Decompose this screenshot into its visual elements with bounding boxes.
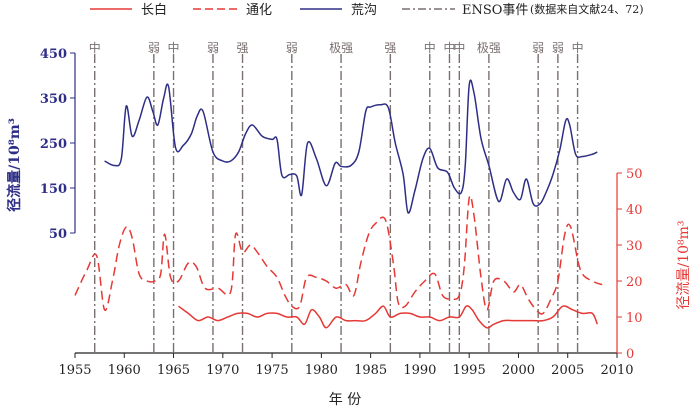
x-tick-label-8: 1995 xyxy=(453,363,486,378)
legend-label-enso: ENSO事件 xyxy=(462,3,528,18)
enso-layer: 中弱中弱强弱极强强中中中 极强弱弱中 xyxy=(89,40,584,353)
x-tick-label-0: 1955 xyxy=(58,363,91,378)
series-huanggou xyxy=(104,79,598,214)
enso-label-13: 弱 xyxy=(552,41,564,55)
left-tick-label-2: 250 xyxy=(40,137,67,152)
x-tick-label-5: 1980 xyxy=(305,363,338,378)
right-tick-label-1: 10 xyxy=(626,311,643,326)
enso-label-2: 中 xyxy=(168,40,180,55)
legend-label-tonghua: 通化 xyxy=(246,3,272,18)
enso-label-5: 弱 xyxy=(286,41,298,55)
x-tick-label-11: 2010 xyxy=(600,363,633,378)
x-tick-label-1: 1960 xyxy=(108,363,141,378)
enso-label-1: 弱 xyxy=(148,41,160,55)
legend-label-changbai: 长白 xyxy=(141,2,167,18)
left-tick-label-0: 50 xyxy=(49,227,67,242)
right-tick-label-5: 50 xyxy=(626,167,643,182)
enso-label-12: 弱 xyxy=(532,41,544,55)
enso-label-14: 中 xyxy=(572,40,584,55)
x-axis-title: 年 份 xyxy=(329,392,361,408)
x-tick-label-6: 1985 xyxy=(354,363,387,378)
left-tick-label-3: 350 xyxy=(40,92,67,107)
x-tick-label-3: 1970 xyxy=(206,363,239,378)
axes-layer: 1955 1960 1965 1970 1975 1980 1985 1990 1995 2000… xyxy=(40,47,643,378)
x-tick-label-9: 2000 xyxy=(502,363,535,378)
x-tick-label-10: 2005 xyxy=(551,363,584,378)
enso-label-8: 中 xyxy=(424,40,436,55)
legend-note: (数据来自文献24、72) xyxy=(530,2,644,16)
legend-label-huanggou: 荒沟 xyxy=(351,3,377,18)
series-changbai xyxy=(178,305,598,329)
x-tick-label-2: 1965 xyxy=(157,363,190,378)
enso-label-9: 中 xyxy=(443,40,455,55)
left-axis-title: 径流量/10⁸m³ xyxy=(6,118,23,212)
right-tick-label-3: 30 xyxy=(626,239,643,254)
enso-label-6: 极强 xyxy=(329,41,353,55)
right-axis-title: 径流量/10⁸m³ xyxy=(676,220,692,309)
legend: 长白 通化 荒沟 ENSO事件 (数据来自文献24、72) xyxy=(90,2,644,18)
enso-label-10: 中 xyxy=(453,40,465,55)
right-tick-label-0: 0 xyxy=(626,347,634,362)
enso-label-3: 弱 xyxy=(207,41,219,55)
right-tick-label-4: 40 xyxy=(626,203,643,218)
series-layer xyxy=(74,79,603,329)
x-tick-label-4: 1975 xyxy=(256,363,289,378)
enso-label-0: 中 xyxy=(89,40,101,55)
series-tonghua xyxy=(74,194,603,315)
left-tick-label-1: 150 xyxy=(40,182,67,197)
left-tick-label-4: 450 xyxy=(40,47,67,62)
enso-label-4: 强 xyxy=(237,41,249,55)
enso-label-7: 强 xyxy=(384,41,396,55)
right-tick-label-2: 20 xyxy=(626,275,643,290)
x-tick-label-7: 1990 xyxy=(403,363,436,378)
enso-label-11: 极强 xyxy=(477,41,501,55)
